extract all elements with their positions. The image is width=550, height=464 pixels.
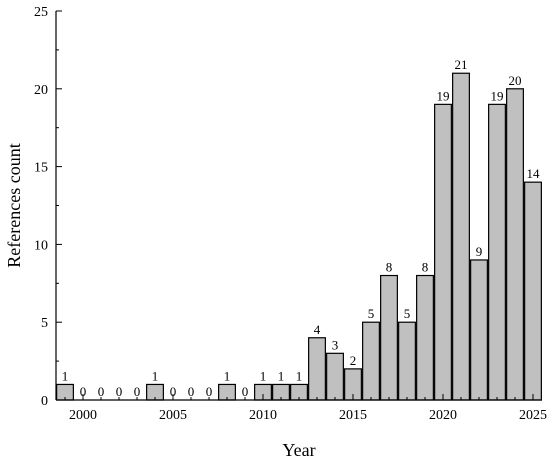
y-axis-title: References count (4, 143, 24, 267)
x-tick-label-2015: 2015 (339, 408, 367, 423)
data-label-2007: 0 (206, 384, 213, 399)
bar-2022 (470, 259, 488, 401)
data-label-2021: 21 (455, 57, 468, 72)
data-label-2004: 1 (152, 368, 159, 383)
data-label-2013: 4 (314, 322, 321, 337)
data-label-2005: 0 (170, 384, 177, 399)
data-label-2017: 8 (386, 260, 393, 275)
data-label-2018: 5 (404, 306, 411, 321)
y-tick-label-10: 10 (34, 238, 48, 253)
data-label-2001: 0 (98, 384, 105, 399)
bar-2014 (326, 352, 344, 401)
bar-2019 (416, 274, 434, 401)
data-label-2010: 1 (260, 368, 267, 383)
bar-2017 (380, 274, 398, 401)
bar-2023 (488, 103, 506, 401)
bar-2020 (434, 103, 452, 401)
data-label-2011: 1 (278, 368, 285, 383)
x-axis-title: Year (282, 440, 315, 460)
x-tick-label-2025: 2025 (519, 408, 547, 423)
y-tick-label-15: 15 (34, 161, 48, 176)
data-label-2003: 0 (134, 384, 141, 399)
data-label-2015: 2 (350, 353, 357, 368)
bar-2013 (308, 337, 326, 401)
bars-layer (56, 72, 542, 401)
y-tick-label-20: 20 (34, 83, 48, 98)
data-label-1999: 1 (62, 368, 69, 383)
bar-2016 (362, 321, 380, 401)
data-label-2019: 8 (422, 260, 429, 275)
data-label-2009: 0 (242, 384, 249, 399)
data-label-2000: 0 (80, 384, 87, 399)
bar-2025 (524, 181, 542, 401)
x-tick-label-2005: 2005 (159, 408, 187, 423)
y-tick-label-5: 5 (41, 316, 48, 331)
x-tick-label-2010: 2010 (249, 408, 277, 423)
data-label-2022: 9 (476, 244, 483, 259)
data-label-2025: 14 (527, 166, 541, 181)
data-label-2023: 19 (491, 88, 504, 103)
bar-2024 (506, 88, 524, 401)
data-label-2012: 1 (296, 368, 303, 383)
bar-2018 (398, 321, 416, 401)
data-label-2020: 19 (437, 88, 450, 103)
bar-2021 (452, 72, 470, 401)
y-tick-label-25: 25 (34, 5, 48, 20)
data-label-2008: 1 (224, 368, 231, 383)
data-label-2016: 5 (368, 306, 375, 321)
y-tick-label-0: 0 (41, 394, 48, 409)
x-tick-label-2000: 2000 (69, 408, 97, 423)
x-tick-label-2020: 2020 (429, 408, 457, 423)
data-label-2002: 0 (116, 384, 123, 399)
data-label-2024: 20 (509, 73, 522, 88)
data-label-2006: 0 (188, 384, 195, 399)
data-label-2014: 3 (332, 337, 339, 352)
